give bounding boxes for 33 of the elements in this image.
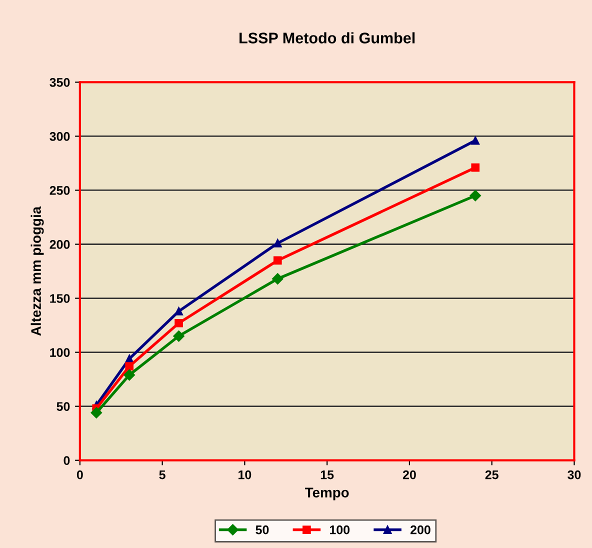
x-tick-label: 30 xyxy=(568,470,581,480)
point xyxy=(125,362,134,370)
x-tick-label: 10 xyxy=(238,470,252,480)
y-tick-label: 100 xyxy=(50,348,70,357)
legend-label: 50 xyxy=(256,525,269,534)
point xyxy=(273,256,282,265)
chart-title: LSSP Metodo di Gumbel xyxy=(240,32,415,44)
point xyxy=(272,273,284,284)
point xyxy=(174,307,183,316)
y-tick-label: 0 xyxy=(64,456,70,465)
legend-label: 200 xyxy=(410,525,430,534)
point xyxy=(124,369,135,381)
y-tick-label: 250 xyxy=(50,186,70,195)
point xyxy=(471,163,480,172)
point xyxy=(174,318,183,328)
point xyxy=(471,136,480,145)
y-tick-label: 300 xyxy=(50,132,70,141)
x-tick-label: 15 xyxy=(320,470,334,480)
point xyxy=(173,330,184,342)
x-tick-label: 25 xyxy=(485,470,498,480)
point xyxy=(90,407,102,418)
point xyxy=(273,239,282,248)
y-tick-label: 150 xyxy=(50,294,70,303)
legend-label: 100 xyxy=(330,525,350,534)
point xyxy=(470,190,481,202)
x-axis-title: Tempo xyxy=(304,488,349,500)
x-tick-label: 20 xyxy=(402,470,416,480)
y-tick-label: 200 xyxy=(50,240,70,249)
y-tick-label: 350 xyxy=(50,78,70,87)
x-tick-label: 5 xyxy=(159,470,166,480)
y-axis-title: Altezza mm pioggia xyxy=(30,206,44,336)
y-tick-label: 50 xyxy=(56,402,70,411)
x-tick-label: 0 xyxy=(76,470,83,480)
